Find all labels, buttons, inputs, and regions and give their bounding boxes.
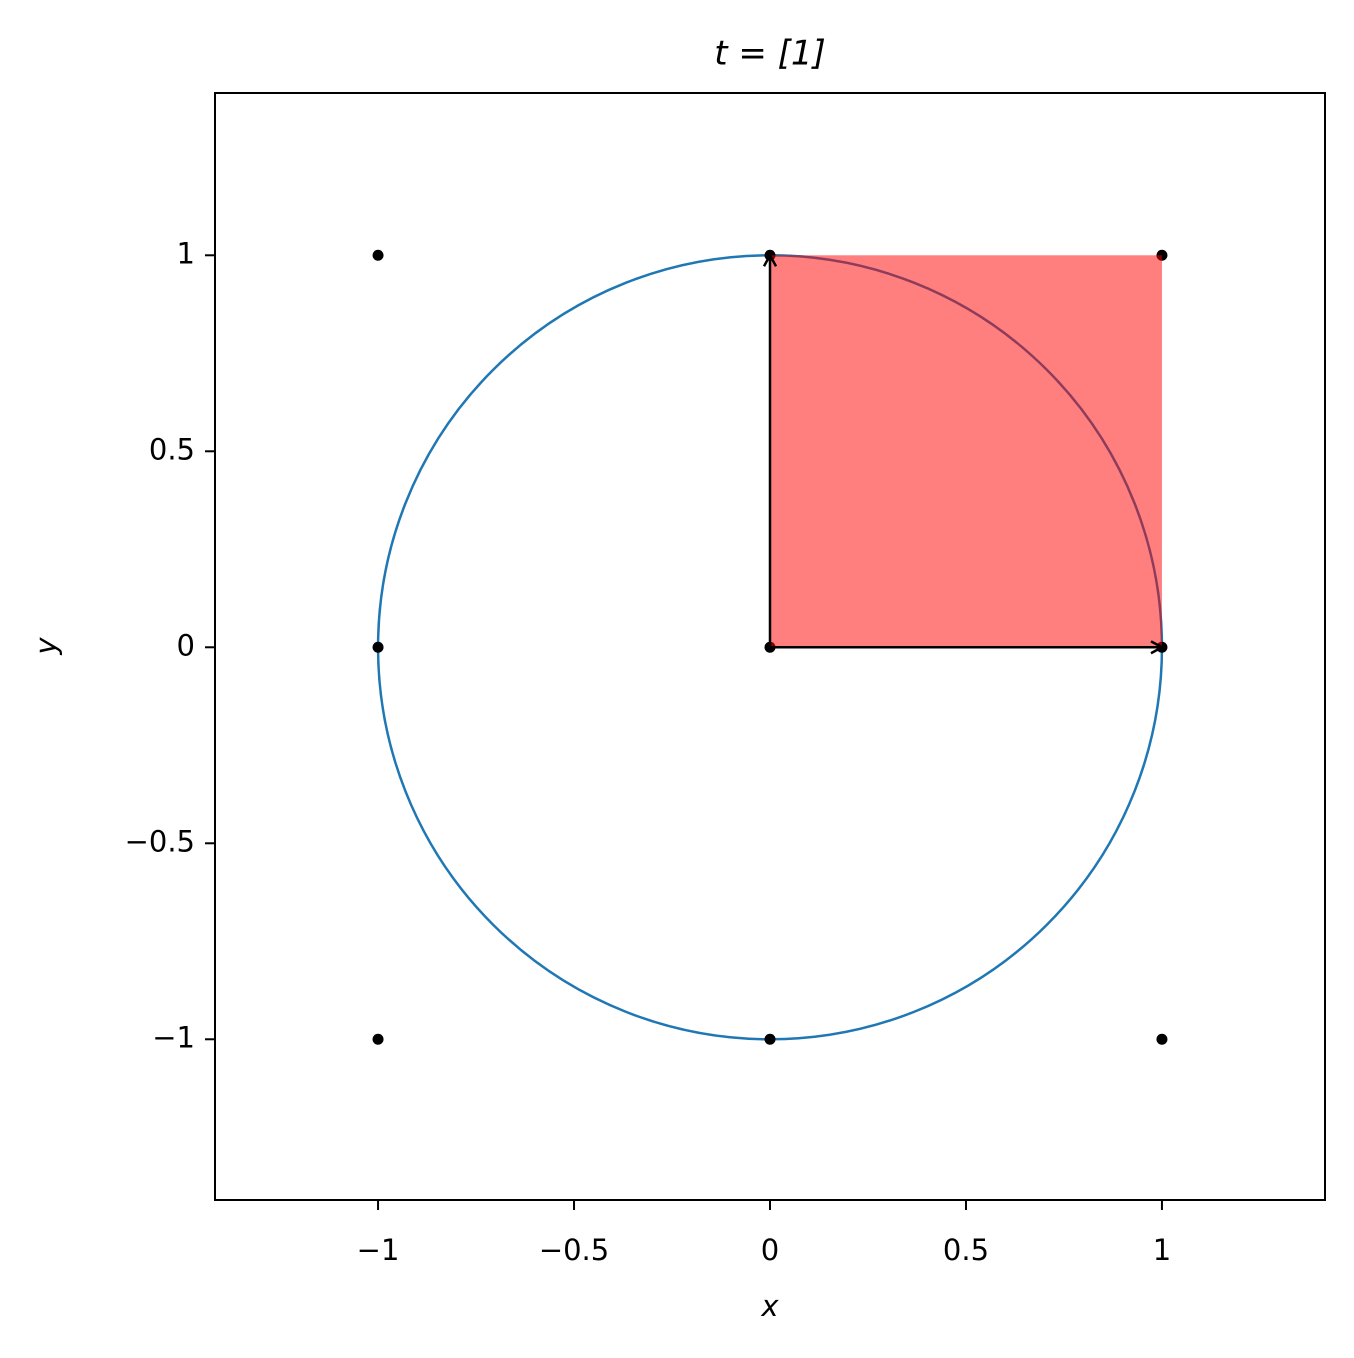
y-tick-label: −1 xyxy=(152,1020,195,1054)
point xyxy=(1156,1033,1168,1045)
x-axis-label: x xyxy=(760,1289,779,1323)
y-tick-label: 1 xyxy=(177,236,195,270)
point xyxy=(372,249,384,261)
point xyxy=(764,1033,776,1045)
x-tick-label: 0.5 xyxy=(943,1233,989,1267)
x-tick-label: 0 xyxy=(761,1233,779,1267)
point xyxy=(372,1033,384,1045)
x-tick-label: 1 xyxy=(1153,1233,1171,1267)
y-axis-label: y xyxy=(29,637,63,656)
y-tick-label: −0.5 xyxy=(125,824,195,858)
chart-title: t = [1] xyxy=(714,34,826,74)
y-tick-label: 0 xyxy=(177,628,195,662)
point xyxy=(372,641,384,653)
axes-frame xyxy=(214,92,1326,1201)
y-tick-label: 0.5 xyxy=(149,432,195,466)
x-tick-label: −1 xyxy=(357,1233,400,1267)
x-tick-label: −0.5 xyxy=(539,1233,609,1267)
shaded-square xyxy=(770,255,1162,648)
